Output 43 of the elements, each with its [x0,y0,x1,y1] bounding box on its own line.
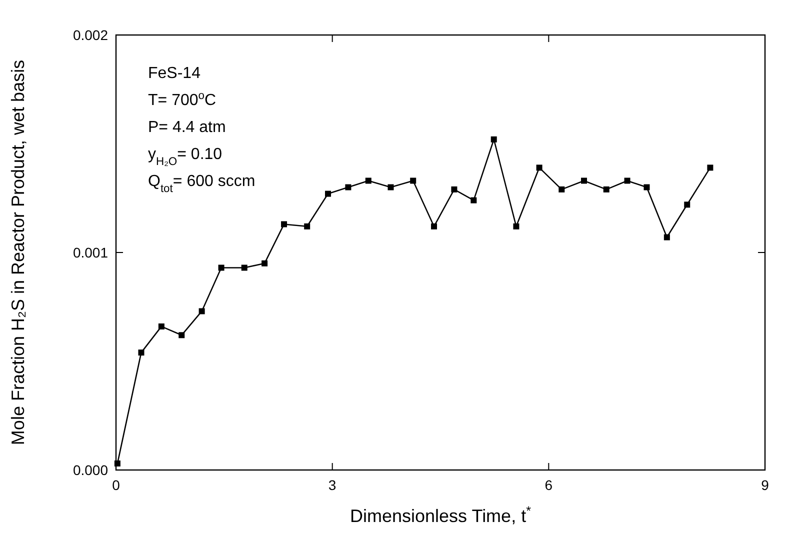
point [664,234,670,240]
point [513,223,520,230]
x-tick-label: 9 [761,477,770,493]
y-tick-label: 0.002 [72,27,108,43]
x-tick-label: 3 [328,477,336,493]
annotation: P= 4.4 atm [148,119,226,136]
point [431,223,438,230]
point [198,308,205,314]
point [262,260,268,266]
point [241,264,248,271]
point [624,178,630,184]
point [281,221,288,228]
point [138,350,144,356]
point [158,323,164,330]
point [451,186,458,192]
point [470,197,477,204]
annotation: Q$_{tot}$= 600 sccm [148,173,256,195]
annotation: T= 700$^{o}$C [148,90,216,109]
point [490,136,497,142]
point [684,202,690,208]
point [304,223,310,230]
x-axis-title: Dimensionless Time, t$^{*}$ [350,504,532,526]
point [325,190,332,197]
point [410,178,416,184]
point [114,460,120,466]
point [707,164,714,171]
point [365,178,372,184]
point [218,264,224,271]
point [536,164,542,171]
annotation: FeS-14 [148,65,201,82]
y-axis-title: Mole Fraction H₂S in Reactor Product, wet basis [8,60,28,446]
point [603,186,610,192]
point [178,332,185,338]
point [345,184,352,190]
x-tick-label: 0 [112,477,120,493]
point [558,186,565,192]
y-tick-label: 0.000 [72,462,108,478]
x-tick-label: 6 [544,477,553,493]
point [644,184,650,190]
y-tick-label: 0.001 [72,244,108,260]
annotation: y$_{H₂O}$= 0.10 [148,146,222,168]
point [581,178,587,184]
point [388,184,394,190]
